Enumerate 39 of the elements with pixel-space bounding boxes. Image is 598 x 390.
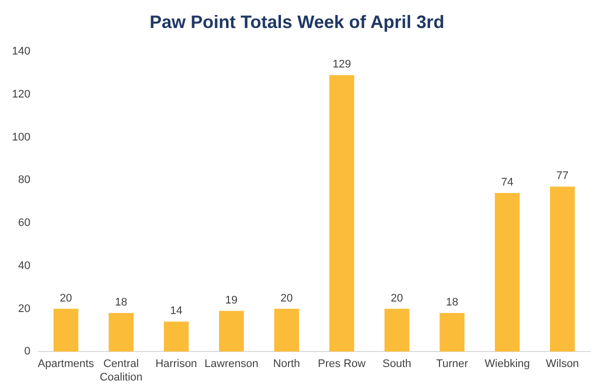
- y-tick-label: 20: [18, 302, 30, 315]
- bar: [329, 75, 354, 352]
- x-tick-label: Wilson: [546, 358, 579, 370]
- y-tick-label: 80: [18, 174, 30, 186]
- x-tick-label: Wiebking: [484, 358, 530, 370]
- bar: [54, 308, 78, 352]
- data-label: 129: [332, 58, 351, 71]
- data-label: 20: [60, 292, 72, 304]
- bar: [108, 313, 134, 352]
- bar: [219, 310, 244, 352]
- data-label: 19: [225, 294, 238, 306]
- bar: [164, 322, 189, 352]
- x-tick-label: Central Coalition: [100, 358, 143, 384]
- bar: [384, 308, 410, 352]
- data-label: 20: [390, 292, 404, 304]
- x-tick-label: Pres Row: [318, 358, 366, 370]
- bar: [274, 308, 300, 352]
- y-tick-label: 60: [18, 217, 30, 230]
- x-tick-label: Lawrenson: [204, 358, 258, 370]
- y-tick-label: 0: [24, 346, 30, 358]
- bar: [440, 313, 464, 352]
- data-label: 14: [170, 305, 182, 318]
- x-tick-label: Apartments: [38, 358, 95, 370]
- y-tick-label: 120: [12, 88, 30, 100]
- data-label: 77: [556, 170, 569, 182]
- y-tick-label: 100: [12, 131, 30, 144]
- y-tick-label: 40: [18, 260, 30, 272]
- bar: [550, 186, 575, 352]
- bar: [494, 193, 520, 352]
- x-tick-label: South: [382, 358, 412, 370]
- data-label: 18: [446, 296, 458, 309]
- data-label: 18: [114, 296, 128, 309]
- data-label: 74: [501, 176, 514, 189]
- x-tick-label: Harrison: [155, 358, 198, 370]
- x-tick-label: Turner: [436, 358, 468, 370]
- chart-title: Paw Point Totals Week of April 3rd: [150, 12, 444, 32]
- y-tick-label: 140: [12, 46, 30, 58]
- data-label: 20: [280, 292, 293, 304]
- x-tick-label: North: [273, 358, 300, 370]
